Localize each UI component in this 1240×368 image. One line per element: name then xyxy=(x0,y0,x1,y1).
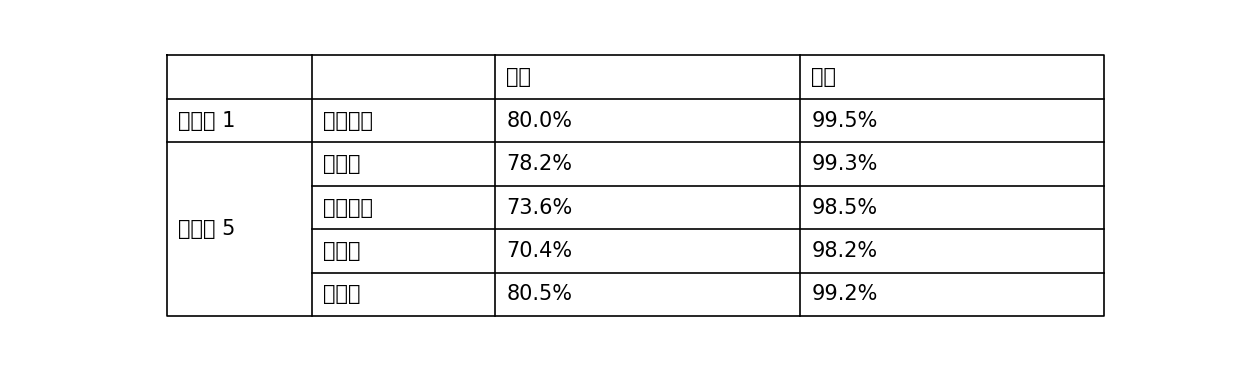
Text: 实施例 5: 实施例 5 xyxy=(179,219,236,239)
Text: 99.3%: 99.3% xyxy=(811,154,878,174)
Text: 78.2%: 78.2% xyxy=(506,154,573,174)
Text: 三氯化铁: 三氯化铁 xyxy=(324,111,373,131)
Text: 99.2%: 99.2% xyxy=(811,284,878,304)
Text: 硫酸铜: 硫酸铜 xyxy=(324,284,361,304)
Text: 纯度: 纯度 xyxy=(811,67,836,87)
Text: 99.5%: 99.5% xyxy=(811,111,878,131)
Text: 80.5%: 80.5% xyxy=(506,284,573,304)
Text: 80.0%: 80.0% xyxy=(506,111,573,131)
Text: 硫酸亚铁: 硫酸亚铁 xyxy=(324,198,373,217)
Text: 98.5%: 98.5% xyxy=(811,198,877,217)
Text: 收率: 收率 xyxy=(506,67,532,87)
Text: 实施例 1: 实施例 1 xyxy=(179,111,236,131)
Text: 硫酸铁: 硫酸铁 xyxy=(324,154,361,174)
Text: 氯化锤: 氯化锤 xyxy=(324,241,361,261)
Text: 98.2%: 98.2% xyxy=(811,241,877,261)
Text: 70.4%: 70.4% xyxy=(506,241,573,261)
Text: 73.6%: 73.6% xyxy=(506,198,573,217)
